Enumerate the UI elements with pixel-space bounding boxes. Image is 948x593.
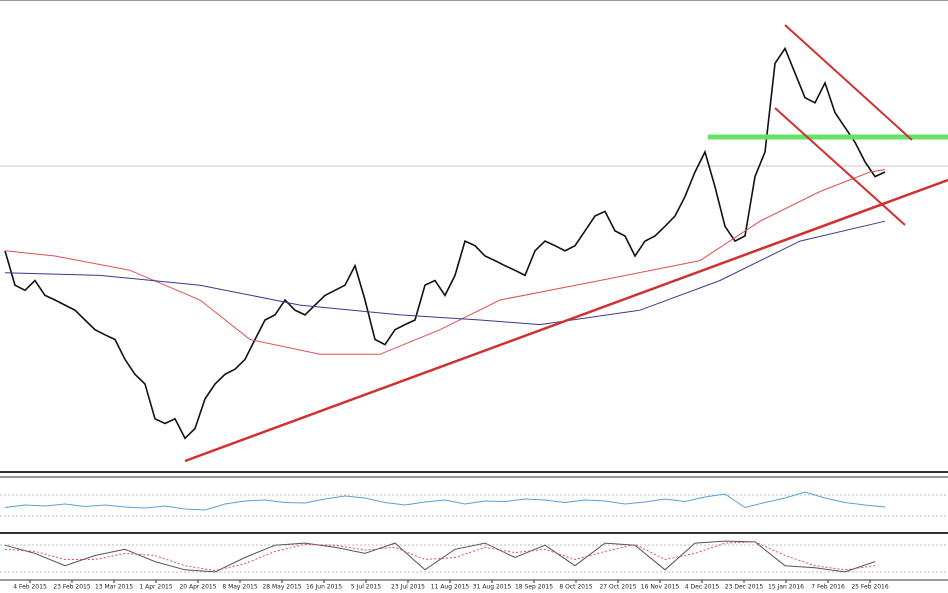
x-tick-label: 18 Sep 2015	[515, 584, 553, 591]
x-tick-label: 8 May 2015	[222, 584, 257, 591]
x-tick-label: 15 Jan 2016	[768, 584, 804, 591]
series-line	[4, 46, 886, 440]
x-tick-label: 8 Oct 2015	[559, 584, 592, 591]
x-tick-label: 28 May 2015	[262, 584, 301, 591]
x-tick-label: 31 Aug 2015	[473, 584, 512, 591]
x-tick-label: 23 Dec 2015	[725, 584, 764, 591]
x-tick-label: 23 Jul 2015	[391, 584, 425, 591]
x-tick-label: 13 Mar 2015	[95, 584, 133, 591]
x-tick-label: 23 Feb 2015	[53, 584, 91, 591]
x-tick-label: 11 Aug 2015	[431, 584, 470, 591]
series-line	[4, 540, 876, 573]
x-tick-label: 4 Feb 2015	[13, 584, 47, 591]
x-tick-label: 20 Apr 2015	[179, 584, 216, 591]
x-tick-label: 4 Dec 2015	[685, 584, 720, 591]
series-line	[4, 220, 886, 326]
x-tick-label: 1 Apr 2015	[139, 584, 172, 591]
x-tick-label: 5 Jul 2015	[351, 584, 381, 591]
series-line	[4, 541, 876, 572]
x-tick-label: 7 Feb 2016	[811, 584, 845, 591]
x-tick-label: 16 Jun 2015	[306, 584, 342, 591]
x-tick-label: 27 Oct 2015	[599, 584, 636, 591]
channel-line	[774, 107, 906, 226]
x-tick-label: 16 Nov 2015	[641, 584, 680, 591]
trend-line	[184, 178, 948, 463]
channel-line	[784, 24, 913, 141]
x-tick-label: 25 Feb 2016	[851, 584, 889, 591]
marks	[4, 46, 886, 573]
series-line	[4, 491, 886, 511]
